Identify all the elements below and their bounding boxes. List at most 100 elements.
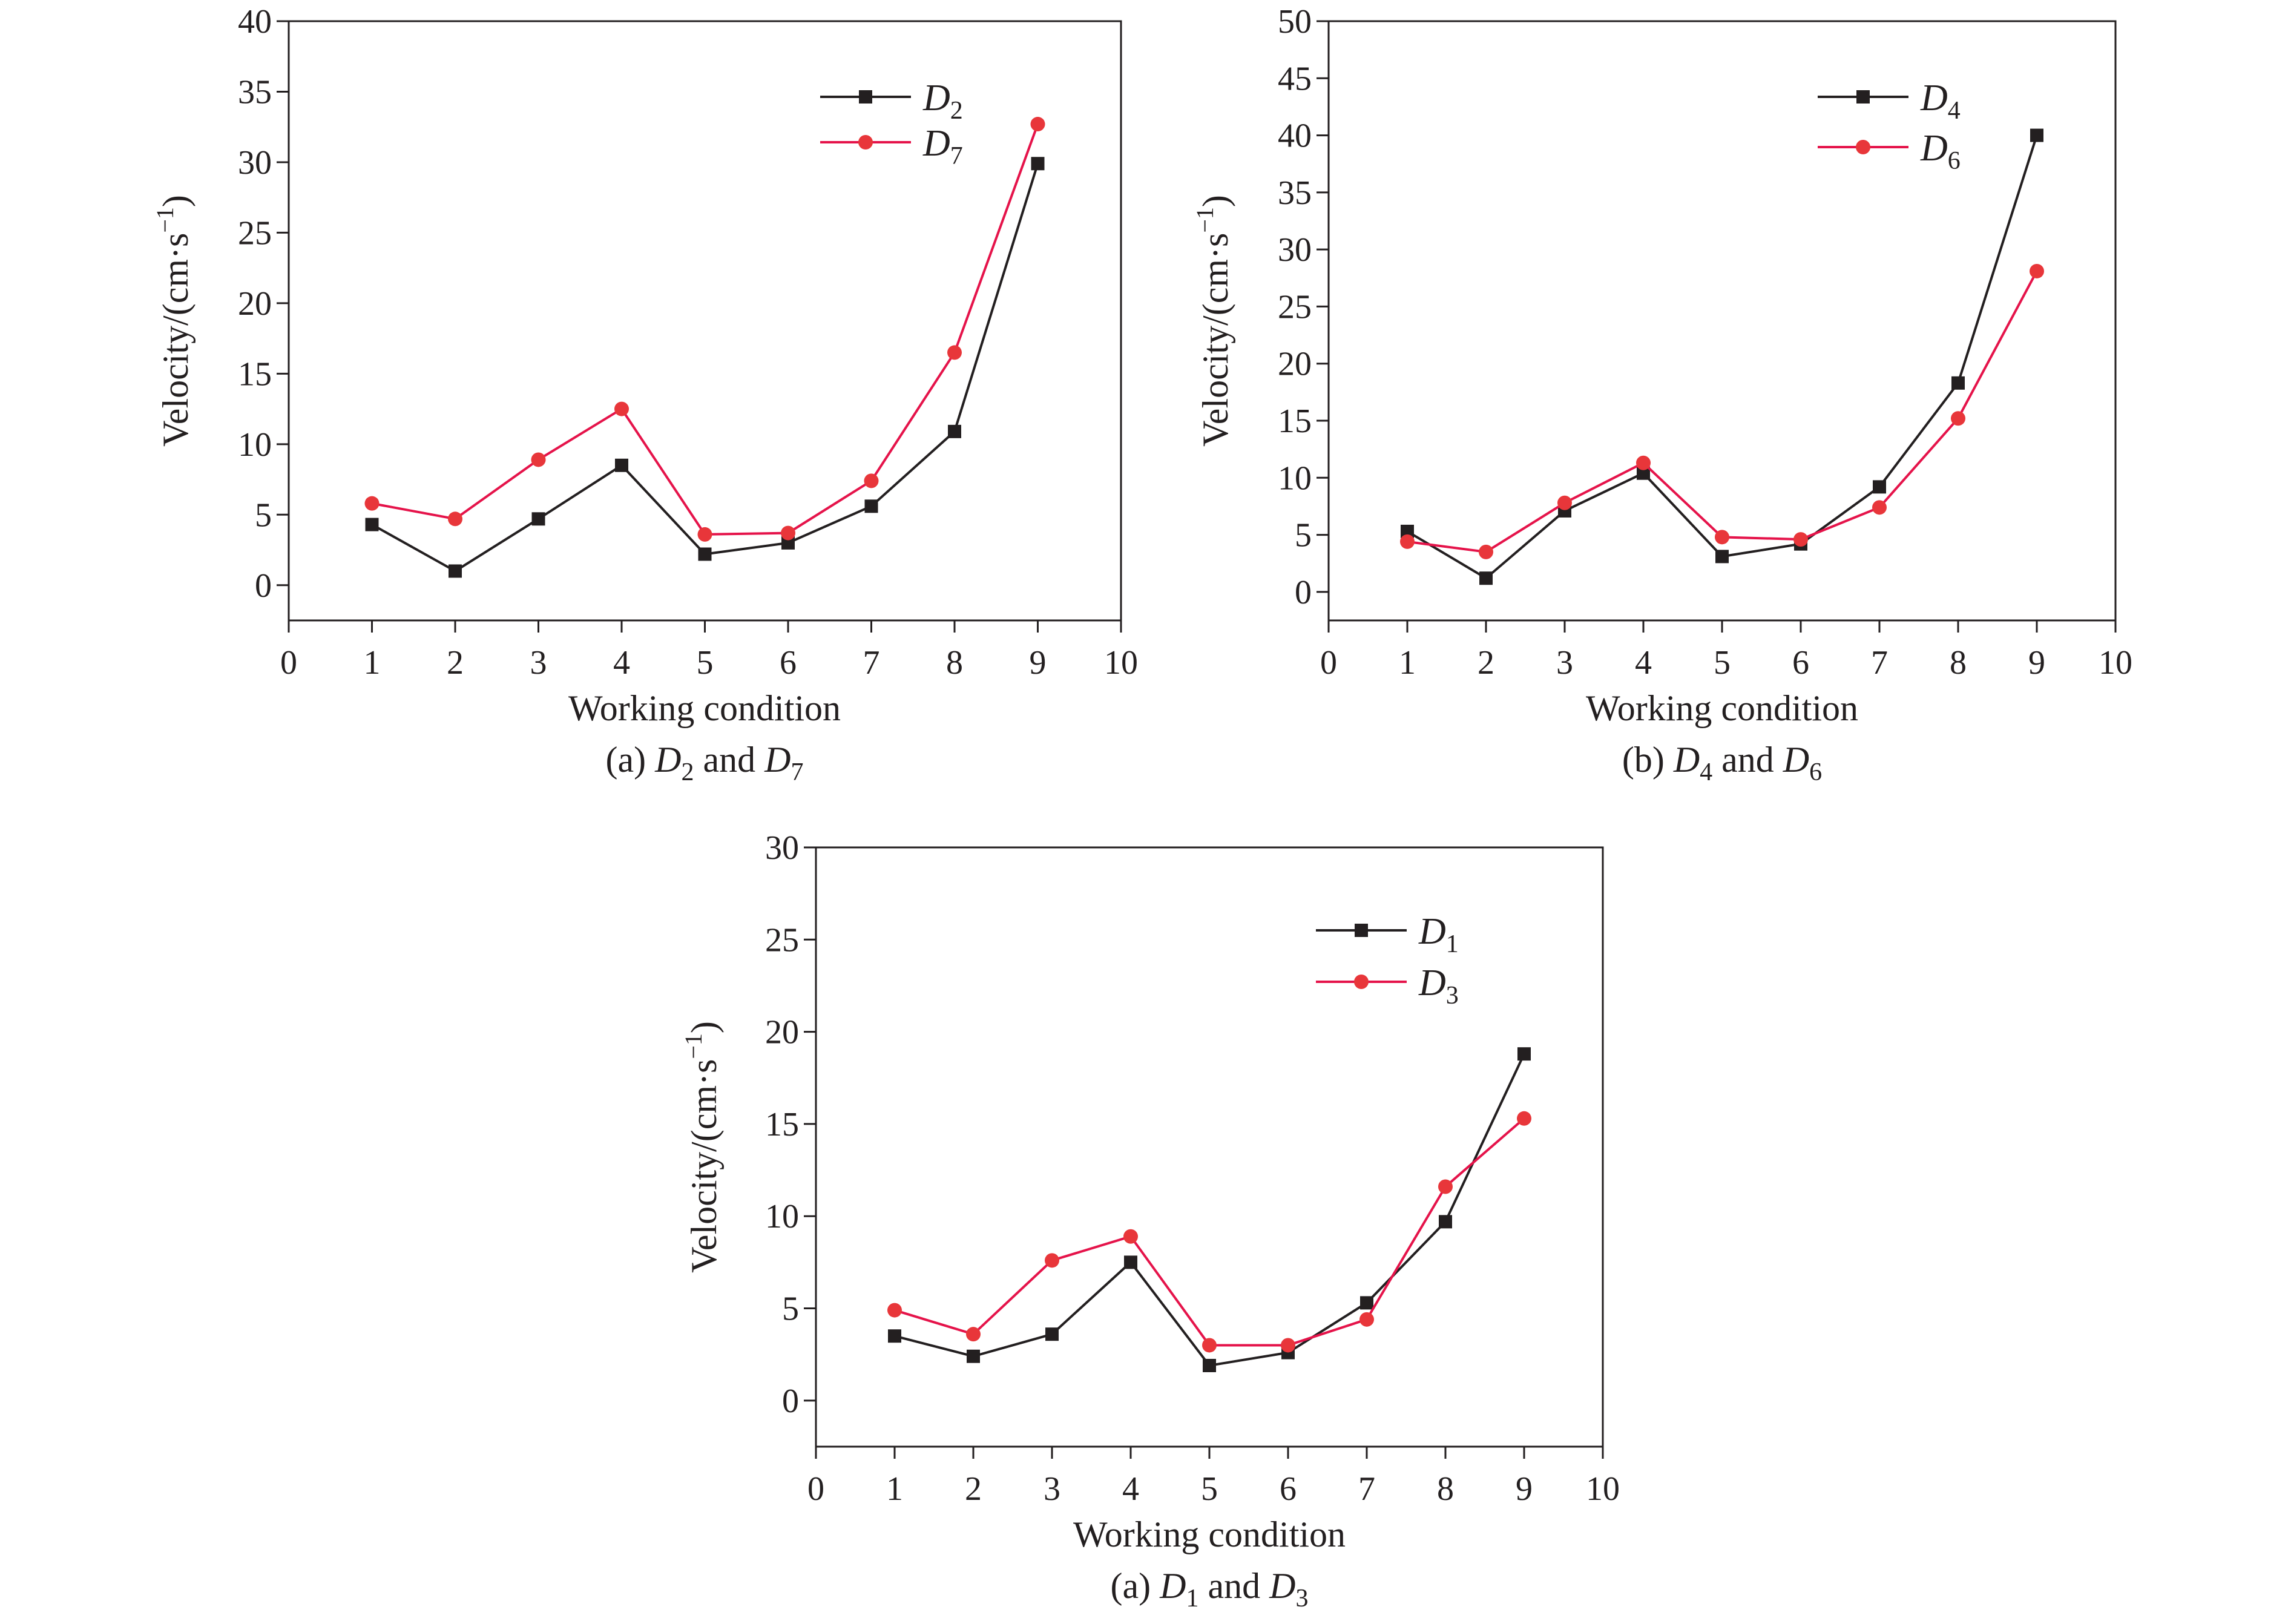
x-tick-label: 10 — [1104, 644, 1138, 682]
data-point-circle — [697, 527, 712, 542]
x-tick-label: 3 — [530, 644, 547, 682]
data-point-circle — [1715, 530, 1729, 545]
y-tick-label: 10 — [765, 1198, 799, 1235]
y-axis-title: Velocity/(cm·s−1) — [680, 1021, 724, 1273]
x-tick-label: 3 — [1044, 1470, 1060, 1508]
x-tick-label: 2 — [965, 1470, 982, 1508]
legend-label: D1 — [1418, 911, 1459, 958]
data-point-square — [1637, 466, 1650, 480]
caption-series-2-letter: D — [1783, 740, 1809, 780]
legend-label-sub: 7 — [950, 142, 963, 170]
series-line — [894, 1117, 1525, 1347]
x-tick-label: 9 — [2028, 644, 2045, 682]
legend-label-letter: D — [1418, 911, 1446, 952]
y-tick-label: 35 — [238, 73, 272, 111]
data-point-circle — [1400, 534, 1415, 549]
data-point-square — [781, 536, 795, 550]
chart-panel-b: 0 1 2 3 4 5 6 7 8 9 1005101520253035404550Working … — [1191, 3, 2132, 786]
x-tick-label: 7 — [863, 644, 880, 682]
x-tick-label: 7 — [1358, 1470, 1375, 1508]
legend-label-letter: D — [922, 77, 950, 119]
data-point-square — [1715, 550, 1729, 564]
series-D4 — [1401, 128, 2043, 585]
y-tick-label: 40 — [238, 3, 272, 41]
data-point-square — [1360, 1296, 1373, 1310]
y-axis-title-end: ) — [684, 1021, 724, 1033]
series-line — [1406, 134, 2038, 580]
caption-series-1-sub: 1 — [1186, 1585, 1198, 1612]
legend-marker-circle — [1354, 975, 1369, 989]
panel-caption: (a) D2 and D7 — [606, 740, 804, 786]
y-axis-title-end: ) — [156, 195, 196, 207]
x-tick-label: 10 — [2099, 644, 2132, 682]
x-tick-label: 4 — [1122, 1470, 1139, 1508]
y-tick-label: 30 — [765, 829, 799, 867]
data-point-square — [1124, 1255, 1137, 1269]
y-tick-label: 25 — [1278, 288, 1312, 326]
x-tick-label: 6 — [780, 644, 797, 682]
y-tick-label: 0 — [255, 567, 272, 605]
legend-label-sub: 6 — [1948, 147, 1961, 175]
y-tick-label: 30 — [238, 144, 272, 182]
caption-series-1-letter: D — [1673, 740, 1700, 780]
chart-panel-c: 0 1 2 3 4 5 6 7 8 9 10 0 5 10 15 20 25 30 Working conditio… — [680, 829, 1620, 1612]
data-point-circle — [947, 345, 962, 360]
data-point-circle — [1872, 500, 1887, 515]
y-axis-title: Velocity/(cm·s−1) — [1191, 195, 1235, 447]
y-tick-label: 30 — [1278, 231, 1312, 269]
data-point-circle — [1281, 1338, 1295, 1353]
x-tick-label: 1 — [886, 1470, 903, 1508]
y-tick-label: 0 — [782, 1382, 799, 1420]
y-axis-title: Velocity/(cm·s−1) — [151, 195, 196, 447]
y-axis-title-sup: −1 — [151, 207, 179, 233]
y-tick-label: 20 — [238, 285, 272, 323]
x-tick-label: 5 — [1201, 1470, 1218, 1508]
x-tick-label: 0 — [1320, 644, 1337, 682]
y-tick-label: 50 — [1278, 3, 1312, 41]
x-axis-title: Working condition — [1073, 1514, 1346, 1554]
caption-series-2-sub: 6 — [1809, 758, 1822, 786]
y-tick-label: 5 — [782, 1290, 799, 1328]
data-point-square — [1479, 571, 1493, 585]
x-tick-label: 8 — [1950, 644, 1967, 682]
x-tick-label: 7 — [1871, 644, 1888, 682]
x-tick-label: 5 — [697, 644, 714, 682]
caption-joiner: and — [694, 740, 764, 780]
data-point-square — [365, 518, 379, 531]
data-point-square — [698, 547, 712, 561]
legend-label-letter: D — [1920, 77, 1948, 119]
data-point-circle — [1438, 1179, 1453, 1194]
data-point-circle — [1202, 1338, 1217, 1353]
caption-series-1-sub: 4 — [1700, 758, 1712, 786]
data-point-circle — [781, 525, 795, 541]
legend-marker-square — [1856, 90, 1870, 104]
y-axis-title-main: Velocity/(cm·s — [156, 233, 196, 447]
x-tick-label: 2 — [1478, 644, 1494, 682]
legend-label-sub: 1 — [1446, 930, 1459, 958]
data-point-circle — [1045, 1253, 1059, 1268]
series-D2 — [365, 157, 1045, 578]
y-tick-label: 5 — [1295, 517, 1312, 554]
x-tick-label: 0 — [807, 1470, 824, 1508]
caption-series-2-sub: 7 — [791, 758, 803, 786]
data-point-circle — [531, 452, 546, 467]
data-point-circle — [887, 1303, 902, 1318]
data-point-square — [1401, 524, 1414, 538]
legend-label-sub: 3 — [1446, 982, 1459, 1010]
y-tick-label: 15 — [1278, 403, 1312, 440]
data-point-square — [2030, 128, 2043, 142]
y-axis-title-end: ) — [1195, 195, 1235, 207]
y-tick-label: 45 — [1278, 60, 1312, 97]
y-tick-label: 25 — [238, 214, 272, 252]
data-point-square — [1951, 376, 1965, 390]
legend-label: D3 — [1418, 962, 1459, 1010]
legend-label: D4 — [1920, 77, 1961, 125]
data-point-square — [948, 424, 961, 438]
series-line — [1407, 271, 2038, 553]
data-point-circle — [1479, 544, 1493, 559]
series-D7 — [364, 117, 1045, 542]
caption-series-2-sub: 3 — [1295, 1585, 1308, 1612]
caption-series-1-letter: D — [654, 740, 681, 780]
caption-joiner: and — [1198, 1566, 1269, 1606]
